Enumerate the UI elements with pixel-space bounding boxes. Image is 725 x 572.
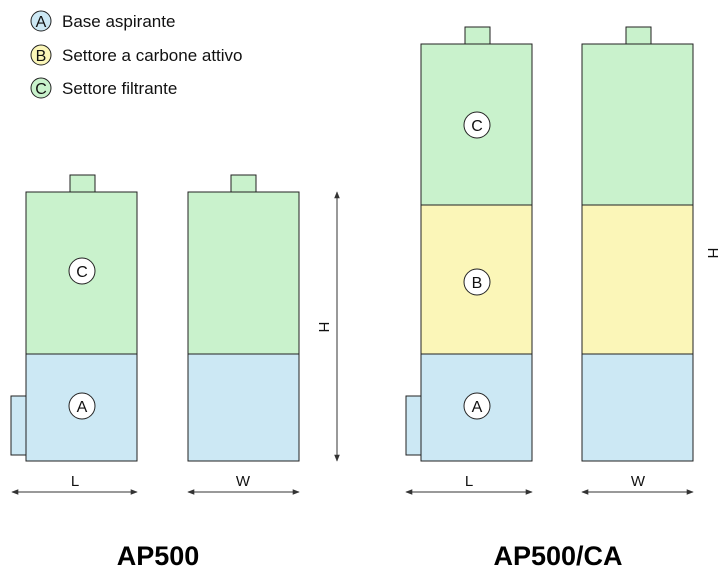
ap500ca-side-top-outlet bbox=[625, 26, 652, 45]
ap500ca-front-view: C B A L bbox=[405, 26, 533, 495]
ap500-height-label: H bbox=[315, 322, 332, 333]
ap500ca-height-label: H bbox=[704, 248, 721, 259]
ap500ca-model-name: AP500/CA bbox=[493, 541, 622, 571]
ap500ca-side-view: W H bbox=[581, 26, 721, 495]
ap500ca-marker-a bbox=[463, 392, 491, 420]
legend-label-a: Base aspirante bbox=[62, 12, 175, 31]
legend-letter-a: A bbox=[36, 14, 47, 31]
ap500-side-top-outlet bbox=[230, 174, 257, 193]
ap500ca-side-carbon-section bbox=[581, 204, 694, 355]
legend-letter-c: C bbox=[35, 81, 47, 98]
ap500-length-label: L bbox=[71, 473, 79, 490]
ap500ca-length-label: L bbox=[465, 473, 473, 490]
legend-label-c: Settore filtrante bbox=[62, 79, 177, 98]
ap500ca-marker-c bbox=[463, 111, 491, 139]
legend-label-b: Settore a carbone attivo bbox=[62, 46, 243, 65]
legend-item-b: B Settore a carbone attivo bbox=[30, 44, 243, 66]
ap500ca-marker-b-letter: B bbox=[472, 275, 483, 292]
ap500-marker-c bbox=[68, 257, 96, 285]
ap500ca-front-side-inlet bbox=[405, 395, 422, 456]
ap500ca-side-filter-section bbox=[581, 43, 694, 206]
ap500-marker-c-letter: C bbox=[76, 264, 88, 281]
legend-swatch-a bbox=[30, 10, 52, 32]
ap500-width-label: W bbox=[236, 473, 251, 490]
legend-swatch-b bbox=[30, 44, 52, 66]
ap500ca-marker-c-letter: C bbox=[471, 118, 483, 135]
ap500-front-top-outlet bbox=[69, 174, 96, 193]
ap500ca-width-label: W bbox=[631, 473, 646, 490]
legend-swatch-c bbox=[30, 77, 52, 99]
legend-letter-b: B bbox=[36, 48, 47, 65]
ap500-front-side-inlet bbox=[10, 395, 27, 456]
legend: A Base aspirante B Settore a carbone att… bbox=[30, 10, 243, 99]
ap500-side-filter-section bbox=[187, 191, 300, 355]
ap500ca-marker-a-letter: A bbox=[472, 399, 483, 416]
ap500-side-base-section bbox=[187, 353, 300, 462]
legend-item-a: A Base aspirante bbox=[30, 10, 175, 32]
ap500ca-front-top-outlet bbox=[464, 26, 491, 45]
ap500-marker-a-letter: A bbox=[77, 399, 88, 416]
legend-item-c: C Settore filtrante bbox=[30, 77, 177, 99]
ap500ca-side-base-section bbox=[581, 353, 694, 462]
ap500ca-marker-b bbox=[463, 268, 491, 296]
ap500-model-name: AP500 bbox=[117, 541, 200, 571]
ap500-side-view: W H bbox=[187, 174, 340, 495]
ap500-front-view: C A L bbox=[10, 174, 138, 495]
ap500-marker-a bbox=[68, 392, 96, 420]
ap500-front-filter-section bbox=[25, 191, 138, 355]
